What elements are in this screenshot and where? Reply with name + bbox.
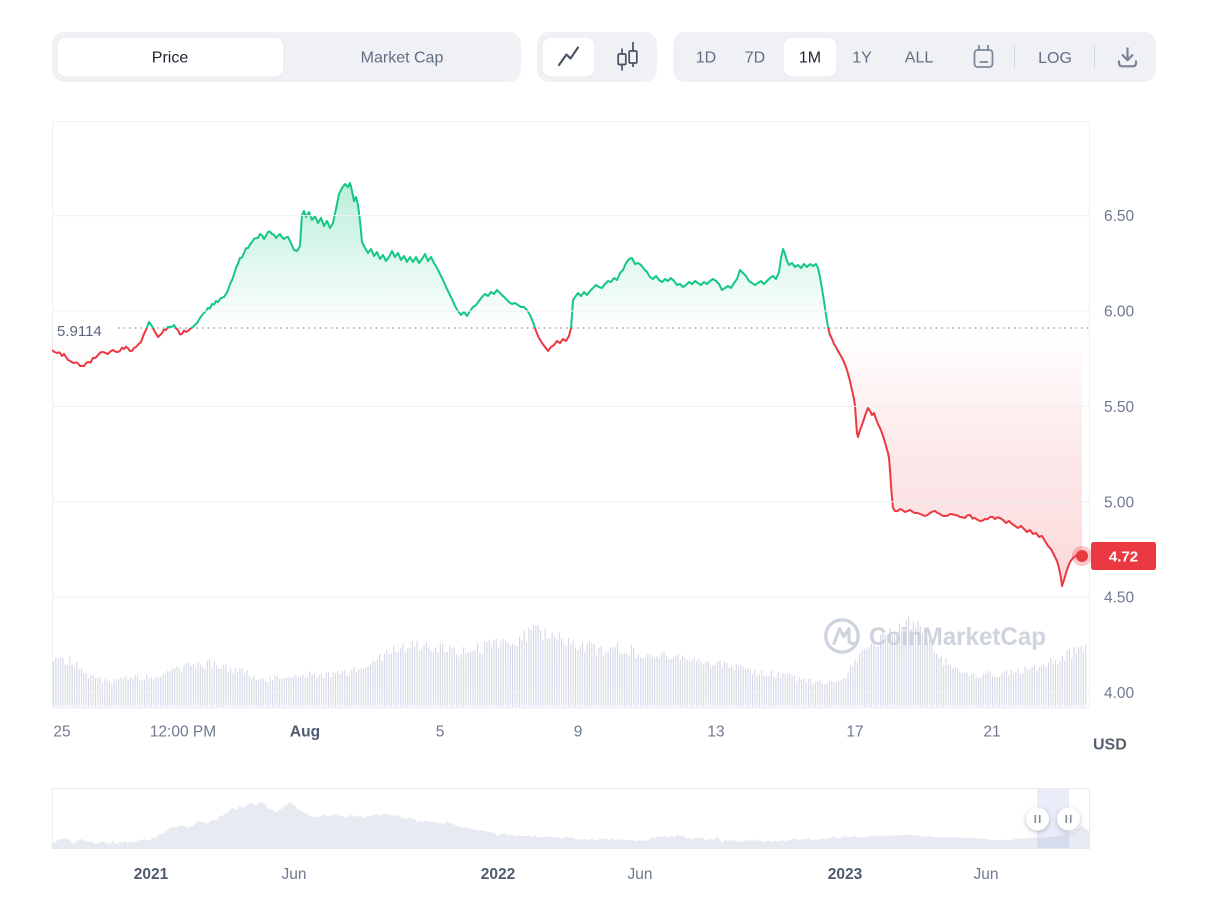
svg-text:4.00: 4.00: [1104, 685, 1135, 702]
svg-text:4.72: 4.72: [1109, 549, 1138, 566]
svg-text:17: 17: [846, 724, 863, 741]
svg-text:13: 13: [707, 724, 724, 741]
svg-text:21: 21: [983, 724, 1000, 741]
svg-text:2022: 2022: [481, 866, 515, 883]
svg-text:Aug: Aug: [290, 724, 320, 741]
svg-text:2023: 2023: [828, 866, 863, 883]
svg-text:5.50: 5.50: [1104, 399, 1135, 416]
svg-text:1Y: 1Y: [852, 50, 872, 67]
svg-text:Price: Price: [152, 50, 189, 67]
svg-text:7D: 7D: [745, 50, 765, 67]
svg-text:Jun: Jun: [628, 866, 653, 883]
svg-text:Jun: Jun: [282, 866, 307, 883]
svg-text:Jun: Jun: [974, 866, 999, 883]
svg-text:2021: 2021: [134, 866, 169, 883]
svg-text:USD: USD: [1093, 737, 1127, 754]
svg-text:9: 9: [574, 724, 583, 741]
svg-text:5.9114: 5.9114: [57, 323, 102, 340]
svg-text:6.00: 6.00: [1104, 304, 1135, 321]
svg-text:25: 25: [53, 724, 70, 741]
svg-text:6.50: 6.50: [1104, 208, 1135, 225]
svg-text:LOG: LOG: [1038, 50, 1072, 67]
svg-text:Market Cap: Market Cap: [361, 50, 444, 67]
svg-text:5: 5: [436, 724, 445, 741]
svg-text:4.50: 4.50: [1104, 590, 1135, 607]
svg-text:1D: 1D: [696, 50, 716, 67]
svg-text:CoinMarketCap: CoinMarketCap: [869, 623, 1046, 651]
svg-text:12:00 PM: 12:00 PM: [150, 724, 216, 741]
svg-text:ALL: ALL: [905, 50, 934, 67]
svg-text:1M: 1M: [799, 50, 821, 67]
svg-text:5.00: 5.00: [1104, 494, 1135, 511]
